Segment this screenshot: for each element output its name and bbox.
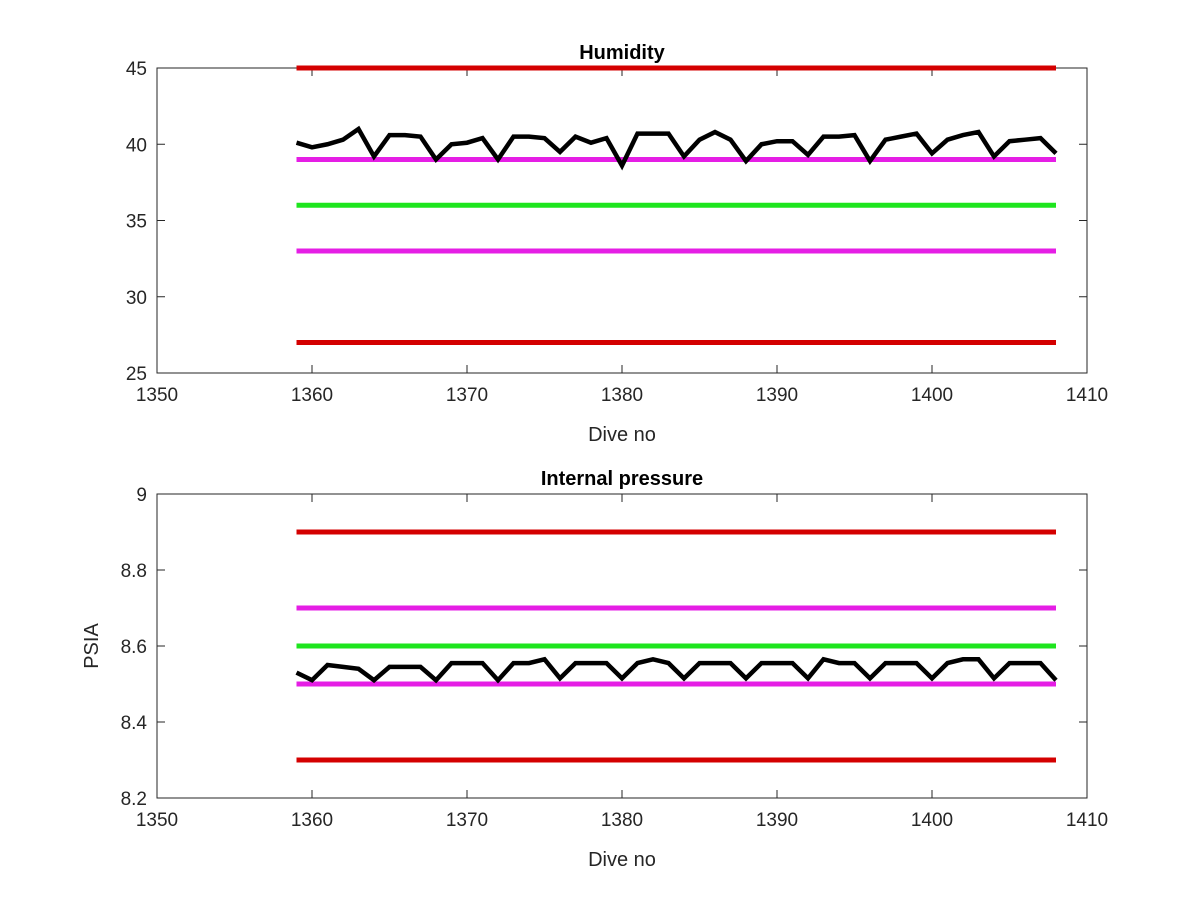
chart-title: Internal pressure	[541, 468, 703, 490]
y-tick-label: 35	[126, 212, 147, 233]
x-tick-label: 1360	[291, 385, 333, 406]
x-tick-label: 1350	[136, 810, 178, 831]
x-tick-label: 1360	[291, 810, 333, 831]
y-tick-label: 30	[126, 288, 147, 309]
y-tick-label: 45	[126, 59, 147, 80]
x-tick-label: 1370	[446, 385, 488, 406]
plot-frame	[156, 67, 1088, 374]
x-axis-label: Dive no	[588, 424, 656, 446]
y-tick-label: 40	[126, 135, 147, 156]
series-line	[295, 656, 1058, 684]
chart-title: Humidity	[579, 42, 665, 64]
y-tick-label: 8.4	[121, 713, 148, 734]
x-tick-label: 1380	[601, 810, 643, 831]
x-tick-label: 1390	[756, 385, 798, 406]
x-tick-label: 1380	[601, 385, 643, 406]
y-tick-label: 9	[136, 485, 147, 506]
x-tick-label: 1410	[1066, 385, 1108, 406]
x-tick-label: 1400	[911, 810, 953, 831]
x-tick-label: 1350	[136, 385, 178, 406]
series-line	[295, 125, 1058, 171]
humidity-plot: 1350 1360 1370 1380 1390 1400 1410 25 30 35 40 45 Hu…	[126, 42, 1108, 446]
y-tick-label: 8.8	[121, 561, 147, 582]
internal-pressure-plot: 1350 1360 1370 1380 1390 1400 1410 8.2 8.4 8.6 8.8…	[81, 468, 1108, 871]
y-axis-label: PSIA	[81, 623, 103, 669]
x-tick-label: 1390	[756, 810, 798, 831]
x-tick-label: 1400	[911, 385, 953, 406]
x-tick-label: 1410	[1066, 810, 1108, 831]
y-tick-label: 8.6	[121, 637, 147, 658]
x-axis-label: Dive no	[588, 849, 656, 871]
y-tick-label: 8.2	[121, 789, 147, 810]
x-tick-label: 1370	[446, 810, 488, 831]
y-tick-label: 25	[126, 364, 147, 385]
